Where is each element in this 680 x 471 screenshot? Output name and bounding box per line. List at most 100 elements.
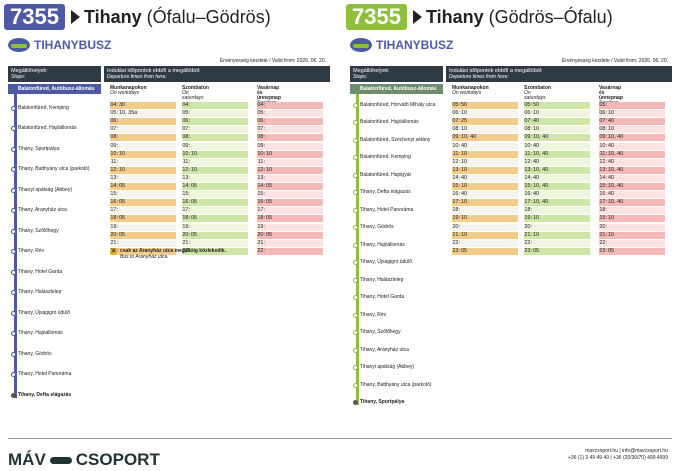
hour-label: 21:: [110, 239, 118, 246]
stop-item: Balatonfüred, Hajóállomás: [360, 119, 419, 125]
hour-label: 17:: [110, 207, 118, 214]
stop-item: Tihany, Halásztelep: [18, 289, 62, 295]
time-row: 10:10: [182, 150, 248, 158]
time-row: 05:: [257, 110, 323, 118]
stop-item: Tihany, Újsági­gró üdülő: [18, 309, 70, 316]
hour-label: 17:: [182, 207, 190, 214]
stop-dot-icon: [353, 330, 358, 335]
minutes: 10: [266, 150, 273, 157]
minutes: 10: [533, 126, 540, 133]
time-row: 09:10, 40: [524, 134, 590, 142]
minutes: 10: [119, 150, 126, 157]
minutes: 10, 35a: [119, 110, 138, 117]
minutes: 05: [266, 231, 273, 238]
time-row: 08:10: [524, 126, 590, 134]
stop-dot-icon: [353, 102, 358, 108]
time-row: 09:: [257, 142, 323, 150]
time-row: 19:: [110, 223, 176, 231]
minutes: 10, 40: [533, 134, 549, 141]
hour-label: 16:: [110, 199, 118, 206]
hour-label: 11:: [452, 150, 460, 157]
hour-label: 06:: [110, 118, 118, 125]
hour-label: 07:: [257, 126, 265, 133]
hour-label: 23:: [524, 247, 532, 254]
hour-label: 16:: [182, 199, 190, 206]
stop-item: Balatonfüred, Horváth Mihály utca: [360, 101, 436, 108]
column-subtitle: On workdays: [110, 90, 140, 96]
hour-label: 04:: [110, 102, 118, 108]
minutes: 10: [608, 126, 615, 133]
hour-label: 21:: [257, 239, 265, 246]
hour-label: 07:: [110, 126, 118, 133]
time-row: 08:10: [599, 126, 665, 134]
stop-dot-icon: [11, 372, 16, 377]
stop-dot-icon: [353, 207, 358, 213]
time-row: 19:10: [452, 215, 518, 223]
stop-item: Balatonfüred, Hajóállomás: [18, 125, 77, 131]
minutes: 05: [191, 231, 198, 238]
minutes: 10: [461, 110, 468, 117]
time-row: 16:40: [599, 191, 665, 199]
stop-item: Tihany, Aranyház utca: [360, 346, 409, 353]
stop-item: Tihanyi apátság (Abbey): [360, 364, 415, 370]
minutes: 10, 40: [608, 166, 624, 173]
minutes: 10: [461, 215, 468, 222]
time-row: 17:: [182, 207, 248, 215]
minutes: 10, 40: [608, 150, 624, 157]
hour-label: 19:: [182, 223, 190, 230]
time-row: 17:: [257, 207, 323, 215]
time-row: 06:10: [599, 110, 665, 118]
hour-label: 13:: [110, 174, 118, 181]
validity-text: Érvényesség kezdete / Valid from: 2026. …: [219, 58, 326, 64]
hour-label: 16:: [452, 191, 460, 198]
time-row: 14:40: [524, 174, 590, 182]
stop-dot-icon: [11, 146, 16, 152]
hour-label: 08:: [524, 126, 532, 133]
hour-label: 19:: [257, 223, 265, 230]
time-row: 08:: [110, 134, 176, 142]
hour-label: 23:: [452, 247, 460, 254]
minutes: 10: [119, 166, 126, 173]
hour-label: 14:: [452, 174, 460, 181]
time-row: 23:05: [599, 247, 665, 255]
hour-label: 14:: [524, 174, 532, 181]
minutes: 10, 40: [461, 134, 477, 141]
time-row: 14:05: [182, 183, 248, 190]
arrow-right-icon: [412, 10, 422, 24]
hour-label: 04:: [182, 102, 190, 108]
stop-dot-icon: [11, 351, 16, 357]
minutes: 40: [533, 118, 540, 125]
hour-label: 08:: [452, 126, 460, 133]
time-row: 06:: [257, 118, 323, 126]
stop-item: Balatonfüred, Kemping: [360, 154, 411, 160]
minutes: 05: [461, 247, 468, 254]
time-row: 16:40: [452, 191, 518, 199]
column-header: Szombaton On saturdays: [524, 86, 551, 101]
minutes: 40: [461, 191, 468, 198]
hour-label: 07:: [524, 118, 532, 125]
stop-item: Tihany, Halásztelep: [360, 276, 404, 283]
hour-label: 12:: [257, 166, 265, 173]
stop-item: Balatonfüred, Széchenyi sétány: [360, 136, 431, 143]
stop-dot-icon: [353, 120, 358, 125]
time-row: 17:: [110, 207, 176, 215]
stop-dot-icon: [11, 126, 16, 131]
stop-item: Tihany, Rév: [360, 311, 387, 318]
route-number-badge: 7355: [346, 4, 407, 30]
stop-dot-icon: [353, 400, 358, 405]
hour-label: 18:: [257, 215, 265, 222]
time-row: 12:40: [524, 158, 590, 166]
hour-label: 15:: [452, 183, 460, 189]
column-title: Munkanapokon: [110, 85, 147, 91]
hour-label: 18:: [182, 215, 190, 222]
departures-header: Indulási időpontok ebből a megállóból: De…: [446, 66, 672, 82]
stop-dot-icon: [11, 187, 16, 193]
minutes: 10, 40: [533, 199, 549, 206]
stop-item: Tihany, Hotel Panoráma: [18, 371, 72, 377]
hour-label: 22:: [452, 239, 460, 246]
minutes: 10: [533, 110, 540, 117]
hour-label: 09:: [182, 142, 190, 149]
validity-text: Érvényesség kezdete / Valid from: 2026. …: [561, 58, 668, 64]
stop-dot-icon: [353, 312, 358, 318]
minutes: 40: [533, 142, 540, 149]
